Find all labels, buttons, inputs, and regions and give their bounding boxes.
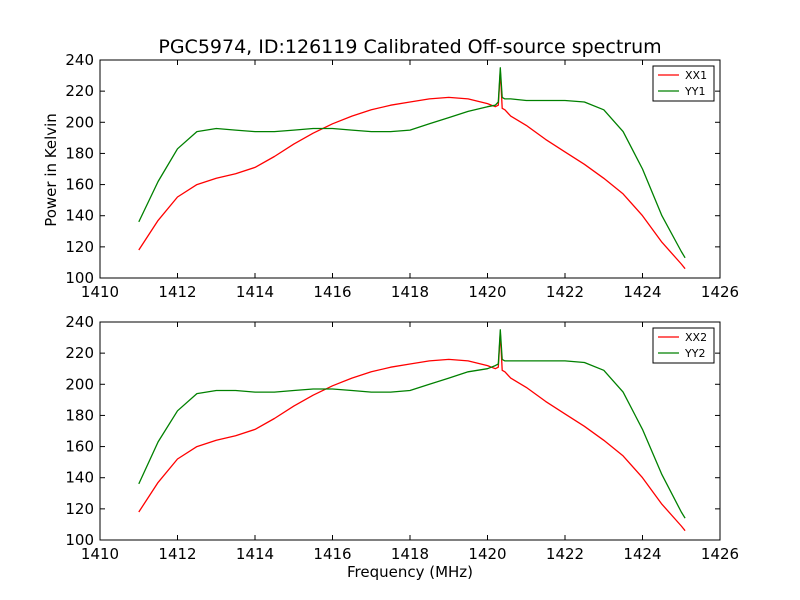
- axes-frame: [99, 59, 721, 279]
- x-tick-label: 1410: [81, 283, 119, 301]
- x-tick-label: 1422: [546, 545, 584, 563]
- x-tick-label: 1416: [313, 283, 351, 301]
- y-tick-label: 240: [65, 313, 94, 331]
- x-tick-label: 1426: [701, 283, 739, 301]
- y-tick-label: 180: [65, 144, 94, 162]
- legend-box: [652, 65, 715, 102]
- y-tick-label: 160: [65, 438, 94, 456]
- series-line-xx2: [138, 332, 686, 532]
- x-tick-label: 1416: [313, 545, 351, 563]
- y-tick-label: 200: [65, 113, 94, 131]
- y-tick-label: 120: [65, 500, 94, 518]
- x-tick-label: 1410: [81, 545, 119, 563]
- x-tick-label: 1420: [468, 283, 506, 301]
- x-tick-label: 1426: [701, 545, 739, 563]
- x-tick-label: 1412: [158, 545, 196, 563]
- x-tick-label: 1414: [236, 283, 274, 301]
- top-plot-panel: 1410 1412 1414 1416 1418 1420 1422 1424 1426 100 1…: [65, 51, 739, 301]
- plot-area: [100, 60, 720, 278]
- y-tick-label: 220: [65, 344, 94, 362]
- bottom-plot-panel: 1410 1412 1414 1416 1418 1420 1422 1424 1426 100 1…: [65, 313, 739, 563]
- y-tick-label: 200: [65, 375, 94, 393]
- y-tick-label: 160: [65, 176, 94, 194]
- y-axis-label: Power in Kelvin: [42, 113, 60, 227]
- x-tick-label: 1422: [546, 283, 584, 301]
- legend-label-xx2: XX2: [685, 331, 707, 344]
- x-axis-label: Frequency (MHz): [347, 563, 473, 581]
- plot-area: [100, 322, 720, 540]
- legend-label-yy2: YY2: [684, 347, 705, 360]
- series-line-xx1: [138, 70, 686, 270]
- legend-label-xx1: XX1: [685, 69, 707, 82]
- legend-box: [652, 327, 715, 364]
- y-tick-label: 140: [65, 469, 94, 487]
- y-tick-label: 240: [65, 51, 94, 69]
- legend-label-yy1: YY1: [684, 85, 705, 98]
- y-tick-label: 100: [65, 531, 94, 549]
- y-tick-label: 140: [65, 207, 94, 225]
- x-tick-label: 1414: [236, 545, 274, 563]
- y-tick-label: 120: [65, 238, 94, 256]
- x-tick-label: 1420: [468, 545, 506, 563]
- chart-title: PGC5974, ID:126119 Calibrated Off-source…: [158, 36, 661, 58]
- x-tick-label: 1418: [391, 283, 429, 301]
- x-tick-label: 1418: [391, 545, 429, 563]
- y-tick-label: 100: [65, 269, 94, 287]
- y-tick-label: 180: [65, 406, 94, 424]
- series-line-yy1: [138, 67, 686, 259]
- series-line-yy2: [138, 329, 686, 519]
- x-tick-label: 1424: [623, 545, 661, 563]
- y-tick-label: 220: [65, 82, 94, 100]
- axes-frame: [99, 321, 721, 541]
- x-tick-label: 1424: [623, 283, 661, 301]
- x-tick-label: 1412: [158, 283, 196, 301]
